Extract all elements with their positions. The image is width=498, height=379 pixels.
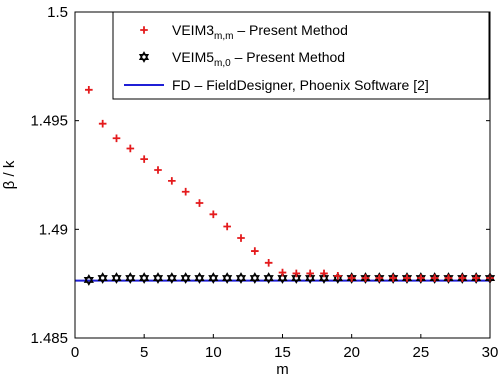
data-point-plus: [361, 274, 370, 282]
data-point-plus: [458, 274, 467, 282]
data-point-plus: [306, 269, 314, 278]
data-point-star: [194, 272, 205, 284]
x-axis-label: m: [276, 361, 289, 378]
legend-marker-star: [138, 51, 150, 63]
data-point-plus: [112, 134, 121, 143]
y-tick-label: 1.495: [30, 113, 68, 130]
data-point-plus: [223, 222, 231, 231]
legend-label: VEIM5m,0 – Present Method: [172, 49, 345, 69]
data-point-plus: [444, 274, 453, 282]
data-point-star: [208, 272, 219, 284]
legend-label: FD – FieldDesigner, Phoenix Software [2]: [172, 77, 429, 93]
data-point-plus: [278, 268, 287, 277]
data-point-star: [111, 272, 122, 284]
data-point-plus: [347, 274, 356, 282]
data-point-star: [222, 272, 233, 284]
y-tick-label: 1.49: [39, 221, 68, 238]
data-point-star: [235, 272, 247, 284]
legend-marker-plus: [140, 26, 148, 34]
x-tick-label: 30: [482, 344, 498, 361]
x-tick-label: 10: [205, 344, 222, 361]
data-point-plus: [140, 155, 148, 163]
legend-box: [112, 11, 490, 100]
data-point-plus: [181, 187, 190, 196]
data-point-star: [139, 272, 150, 284]
data-point-plus: [334, 272, 342, 280]
data-point-star: [125, 272, 136, 284]
x-tick-label: 15: [274, 344, 291, 361]
x-tick-label: 5: [140, 344, 148, 361]
data-point-plus: [195, 199, 204, 207]
data-point-star: [166, 272, 177, 284]
data-point-plus: [168, 177, 176, 185]
data-point-plus: [320, 269, 328, 278]
data-point-plus: [237, 234, 245, 242]
data-point-star: [83, 274, 94, 286]
data-point-star: [180, 272, 191, 284]
data-point-star: [152, 272, 164, 284]
y-axis-label: β / k: [1, 160, 18, 189]
data-point-plus: [251, 247, 259, 255]
y-tick-label: 1.485: [30, 330, 68, 347]
data-point-plus: [389, 274, 397, 282]
data-point-plus: [417, 274, 425, 282]
x-tick-label: 25: [412, 344, 429, 361]
data-point-star: [263, 272, 274, 284]
x-tick-label: 0: [71, 344, 79, 361]
data-point-plus: [375, 274, 384, 282]
data-point-plus: [126, 144, 135, 153]
data-point-plus: [154, 166, 162, 174]
data-point-plus: [209, 210, 218, 219]
data-point-plus: [403, 274, 411, 282]
axes-layer: 0 5 10 15 20 25 30 1.485 1.49 1.495 1.5 m β / k: [1, 4, 498, 378]
data-point-plus: [98, 119, 107, 128]
x-tick-label: 20: [343, 344, 360, 361]
data-point-plus: [292, 269, 301, 278]
y-tick-label: 1.5: [47, 4, 68, 21]
data-point-plus: [430, 274, 439, 282]
legend: VEIM3m,m – Present Method VEIM5m,0 – Pres…: [112, 11, 490, 100]
data-point-star: [249, 272, 260, 284]
legend-label: VEIM3m,m – Present Method: [172, 22, 348, 42]
data-point-star: [97, 272, 108, 284]
data-point-plus: [85, 86, 93, 94]
series-1: [83, 272, 496, 286]
data-point-plus: [264, 259, 273, 267]
data-point-plus: [472, 274, 480, 282]
